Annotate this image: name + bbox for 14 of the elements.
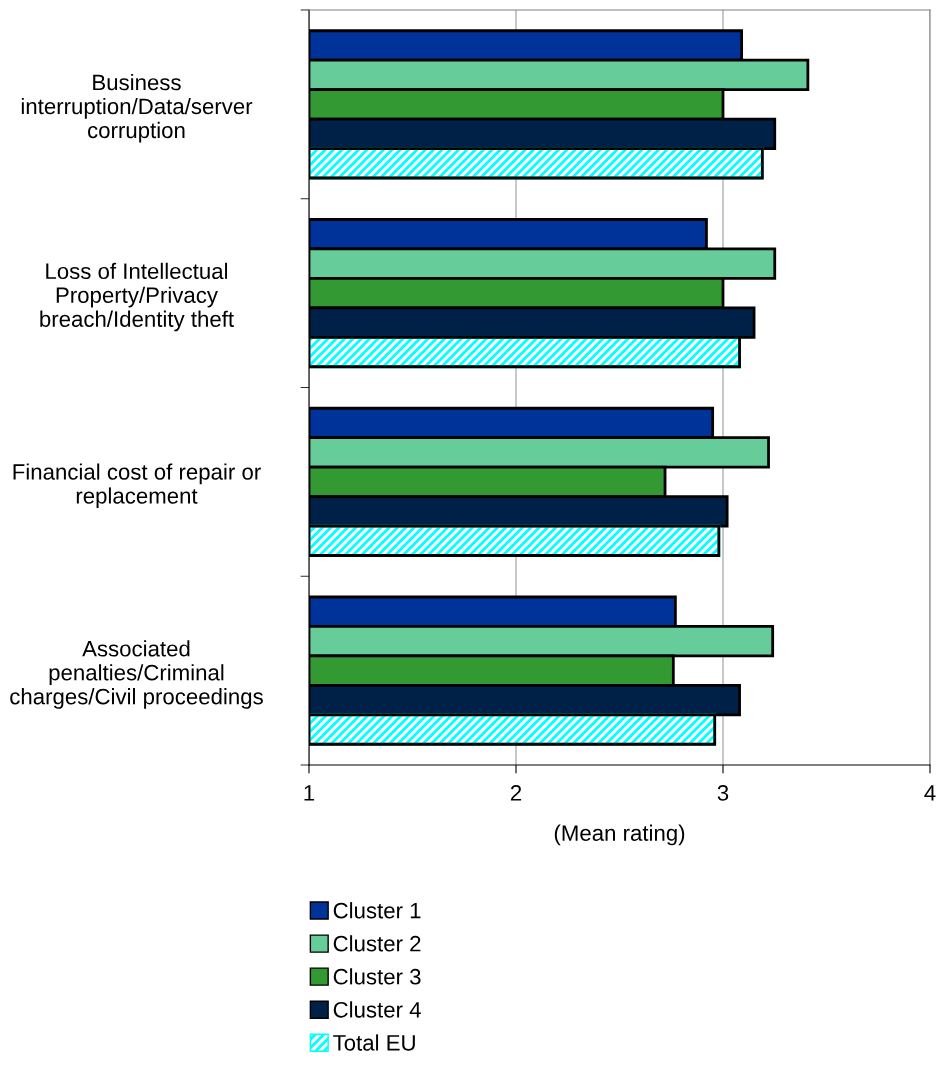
x-tick-label: 3 <box>717 785 729 801</box>
y-tick-label: Financial cost of repair or replacement <box>13 463 261 509</box>
y-tick-label: Loss of Intellectual Property/Privacy breach/Identity theft <box>40 262 234 332</box>
legend-label: Cluster 1 <box>333 902 421 919</box>
legend-label: Cluster 4 <box>333 1001 421 1018</box>
x-tick-label: 4 <box>924 785 936 801</box>
x-tick-label: 2 <box>510 785 522 801</box>
legend-label: Cluster 3 <box>333 968 421 985</box>
legend-label: Total EU <box>333 1034 415 1051</box>
y-tick-label: Business interruption/Data/server corruption <box>21 74 253 143</box>
legend-label: Cluster 2 <box>333 935 421 952</box>
y-tick-label: Associated penalties/Criminal charges/Civil proceedings <box>10 640 263 709</box>
x-axis-title: (Mean rating) <box>554 824 685 846</box>
x-tick-label: 1 <box>304 785 315 801</box>
